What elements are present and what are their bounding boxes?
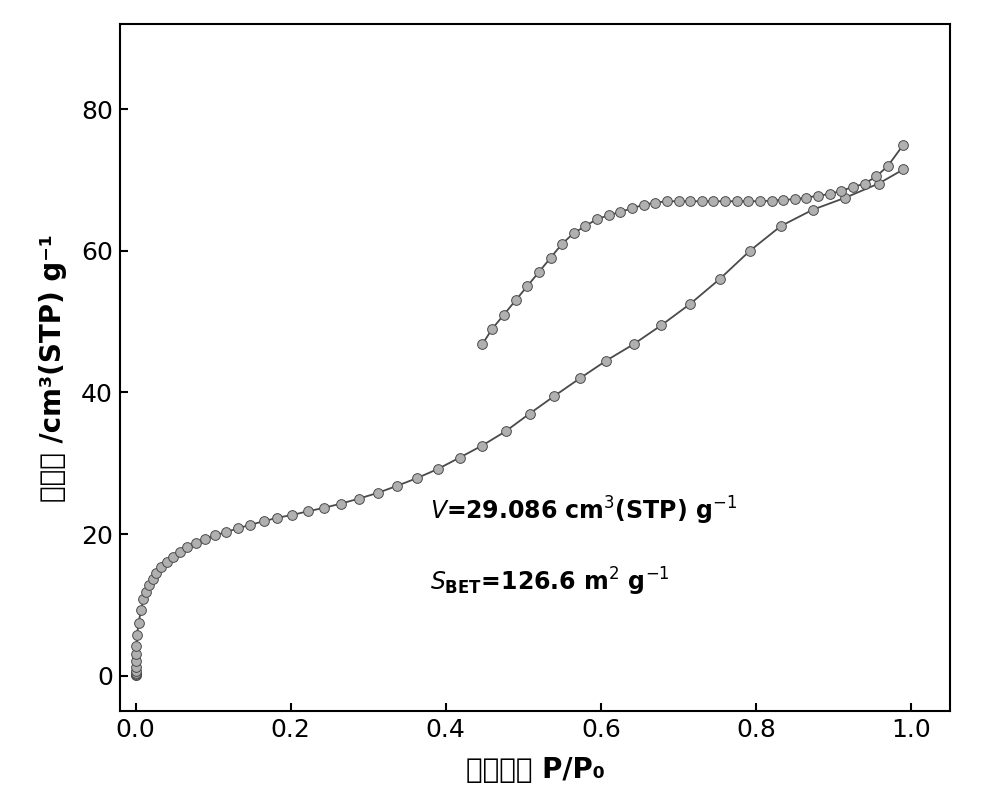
X-axis label: 相对体积 P/P₀: 相对体积 P/P₀ <box>466 755 604 784</box>
Y-axis label: 吸附量 /cm³(STP) g⁻¹: 吸附量 /cm³(STP) g⁻¹ <box>39 234 67 502</box>
Text: $S_{\mathregular{BET}}$=126.6 m$^2$ g$^{-1}$: $S_{\mathregular{BET}}$=126.6 m$^2$ g$^{… <box>430 566 670 598</box>
Text: $\mathit{V}$=29.086 cm$^3$(STP) g$^{-1}$: $\mathit{V}$=29.086 cm$^3$(STP) g$^{-1}$ <box>430 495 737 528</box>
